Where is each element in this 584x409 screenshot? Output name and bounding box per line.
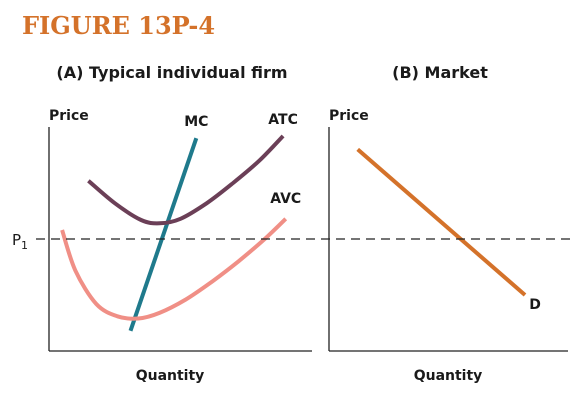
panel-a-title: (A) Typical individual firm xyxy=(56,63,287,82)
panel-a-atc-label: ATC xyxy=(268,112,298,128)
panel-a: (A) Typical individual firm Price Quanti… xyxy=(48,63,312,384)
panel-b-plot-area: D xyxy=(356,147,541,313)
panel-a-avc-curve xyxy=(60,217,288,321)
price-level-subscript: 1 xyxy=(21,239,28,252)
panel-a-mc-label: MC xyxy=(184,114,208,130)
price-level-label: P1 xyxy=(12,231,28,252)
panel-a-plot-area: MC ATC AVC xyxy=(60,112,301,332)
panel-b-title: (B) Market xyxy=(392,63,488,82)
panel-b-d-label: D xyxy=(529,297,541,313)
figure-title: FIGURE 13P-4 xyxy=(22,11,215,40)
panel-b-ylabel: Price xyxy=(329,108,369,124)
panel-a-atc-curve xyxy=(87,134,285,226)
panel-a-ylabel: Price xyxy=(49,108,89,124)
panel-a-mc-curve xyxy=(128,137,199,332)
panel-a-xlabel: Quantity xyxy=(136,368,205,384)
panel-b-xlabel: Quantity xyxy=(414,368,483,384)
panel-b: (B) Market Price Quantity D xyxy=(328,63,568,384)
panel-b-d-curve xyxy=(356,147,527,297)
price-level-letter: P xyxy=(12,231,21,249)
panel-a-avc-label: AVC xyxy=(270,191,301,207)
